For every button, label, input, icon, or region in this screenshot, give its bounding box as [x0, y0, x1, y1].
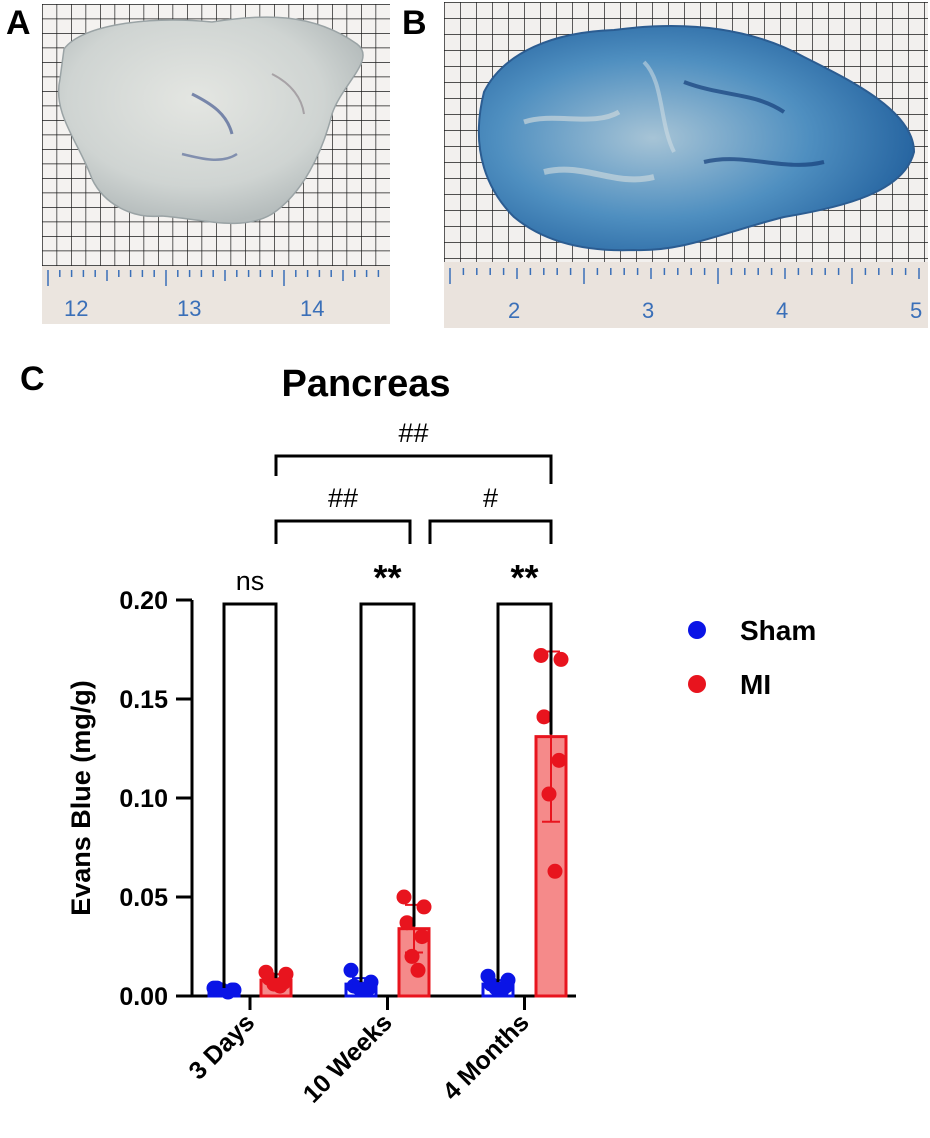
legend-label: Sham: [740, 615, 816, 646]
point-sham: [494, 982, 510, 998]
point-mi: [547, 863, 563, 879]
point-sham: [357, 982, 373, 998]
error-bars: [215, 650, 560, 994]
x-axis: 3 Days 10 Weeks 4 Months: [183, 994, 576, 1109]
x-tick-label: 10 Weeks: [298, 1008, 398, 1108]
ruler-a: [42, 266, 390, 324]
panel-a-photo: 12 13 14: [42, 4, 390, 324]
point-mi: [272, 978, 288, 994]
evans-blue-chart: Pancreas Evans Blue (mg/g) 0.000.050.100…: [66, 363, 816, 1109]
y-axis-label: Evans Blue (mg/g): [66, 680, 96, 916]
time-bracket: [274, 454, 553, 484]
time-bracket-label: ##: [398, 418, 428, 448]
y-tick-label: 0.00: [119, 983, 168, 1011]
point-mi: [551, 752, 567, 768]
y-axis: 0.00 0.05 0.10 0.15 0.20: [119, 587, 194, 1011]
panel-b-letter: B: [402, 4, 427, 42]
time-bracket: [428, 519, 553, 544]
ruler-b-label-0: 2: [508, 298, 520, 323]
pairwise-bracket: [359, 602, 416, 983]
point-mi: [410, 962, 426, 978]
ruler-a-label-1: 13: [177, 296, 201, 321]
point-mi: [396, 889, 412, 905]
y-tick-label: 0.05: [119, 884, 168, 912]
ruler-b-label-1: 3: [642, 298, 654, 323]
time-bracket-label: #: [483, 483, 498, 513]
ruler-b-label-3: 5: [910, 298, 922, 323]
ruler-b-ticks: [449, 268, 920, 284]
point-sham: [343, 962, 359, 978]
legend-marker: [688, 621, 706, 639]
ruler-a-ticks: [47, 270, 380, 286]
ruler-a-label-2: 14: [300, 296, 324, 321]
ruler-a-label-0: 12: [64, 296, 88, 321]
point-mi: [414, 929, 430, 945]
data-points: [206, 647, 569, 1000]
ruler-b-label-2: 4: [776, 298, 788, 323]
panel-a-letter: A: [6, 4, 31, 42]
panel-c-letter: C: [20, 360, 45, 398]
point-mi: [553, 651, 569, 667]
pairwise-bracket: [222, 602, 278, 989]
significance-brackets: ns ** **## ###: [222, 418, 553, 989]
bars: [207, 735, 568, 998]
point-mi: [404, 948, 420, 964]
y-tick-label: 0.10: [119, 785, 168, 813]
panel-b-image: 2 3 4 5: [444, 2, 928, 328]
pairwise-bracket-label: ns: [236, 566, 265, 596]
pairwise-bracket-label: **: [510, 557, 538, 598]
time-bracket: [274, 519, 412, 544]
tissue-sham: [57, 16, 364, 225]
point-sham: [220, 984, 236, 1000]
panel-a-image: 12 13 14: [42, 4, 390, 324]
tissue-mi: [477, 25, 916, 252]
point-mi: [536, 709, 552, 725]
panel-b-photo: 2 3 4 5: [444, 2, 928, 328]
time-bracket-label: ##: [328, 483, 358, 513]
y-tick-label: 0.20: [119, 587, 168, 615]
point-mi: [416, 899, 432, 915]
ruler-b: [444, 262, 928, 328]
legend: Sham MI: [688, 615, 816, 700]
legend-marker: [688, 675, 706, 693]
pairwise-bracket-label: **: [373, 557, 401, 598]
pairwise-bracket: [496, 602, 553, 983]
legend-label: MI: [740, 669, 771, 700]
y-tick-label: 0.15: [119, 686, 168, 714]
point-mi: [399, 915, 415, 931]
point-mi: [541, 786, 557, 802]
chart-title: Pancreas: [281, 363, 450, 405]
x-tick-label: 3 Days: [183, 1008, 260, 1085]
x-tick-label: 4 Months: [437, 1008, 534, 1105]
point-mi: [533, 647, 549, 663]
